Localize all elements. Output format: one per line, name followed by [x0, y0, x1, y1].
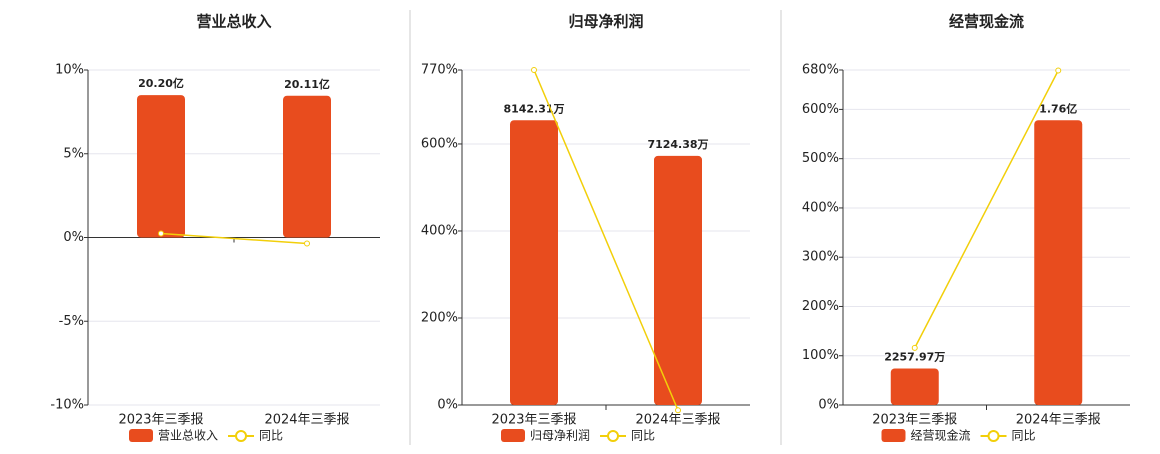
legend-label: 同比: [259, 429, 283, 443]
y-tick-label: -5%: [59, 314, 84, 329]
legend-swatch: [501, 429, 525, 442]
bar: [137, 95, 185, 238]
value-label: 1.76亿: [1039, 101, 1077, 115]
legend-swatch: [881, 429, 906, 442]
y-tick-label: 770%: [421, 63, 458, 78]
legend-label: 同比: [1012, 429, 1036, 443]
legend-label: 经营现金流: [911, 428, 971, 443]
legend-label: 归母净利润: [530, 429, 590, 443]
value-label: 8142.31万: [503, 102, 564, 115]
line-point: [531, 67, 537, 73]
line-point: [158, 230, 164, 237]
y-tick-label: 600%: [802, 102, 839, 117]
y-tick-label: -10%: [50, 398, 84, 413]
y-tick-label: 400%: [421, 223, 458, 238]
value-label: 2257.97万: [884, 350, 945, 363]
line-point: [675, 407, 681, 414]
y-tick-label: 500%: [802, 151, 839, 166]
chart-title: 归母净利润: [568, 13, 643, 31]
chart-title: 经营现金流: [949, 13, 1024, 31]
line: [533, 69, 679, 411]
bar: [890, 368, 939, 405]
y-tick-label: 680%: [802, 63, 839, 78]
y-tick-label: 400%: [802, 200, 839, 215]
value-label: 7124.38万: [647, 138, 708, 151]
line-point: [1055, 67, 1062, 74]
bar: [654, 155, 702, 405]
line-point: [304, 240, 310, 247]
x-tick-label: 2024年三季报: [635, 413, 720, 428]
x-tick-label: 2024年三季报: [264, 413, 349, 428]
x-tick-label: 2024年三季报: [1016, 413, 1101, 428]
y-tick-label: 0%: [437, 398, 458, 413]
x-tick-label: 2023年三季报: [491, 413, 576, 428]
line: [160, 232, 308, 245]
chart-title: 营业总收入: [196, 13, 271, 31]
legend-label: 同比: [631, 429, 655, 443]
line-point: [911, 344, 918, 351]
value-label: 20.11亿: [284, 77, 330, 91]
line: [914, 70, 1059, 349]
legend-swatch: [129, 429, 153, 442]
y-tick-label: 200%: [802, 299, 839, 314]
x-tick-label: 2023年三季报: [118, 413, 203, 428]
x-tick-label: 2023年三季报: [872, 413, 957, 428]
y-tick-label: 5%: [63, 146, 84, 161]
legend-swatch: [607, 430, 620, 442]
bar: [283, 95, 331, 238]
bar: [510, 120, 558, 405]
value-label: 20.20亿: [138, 76, 184, 90]
y-tick-label: 10%: [55, 63, 84, 78]
legend-swatch: [235, 430, 248, 442]
y-tick-label: 600%: [421, 136, 458, 151]
legend-swatch: [987, 430, 1000, 442]
bar: [1034, 120, 1083, 405]
legend-label: 营业总收入: [158, 429, 218, 443]
y-tick-label: 100%: [802, 348, 839, 363]
y-tick-label: 200%: [421, 310, 458, 325]
y-tick-label: 300%: [802, 250, 839, 265]
y-tick-label: 0%: [63, 230, 84, 245]
y-tick-label: 0%: [818, 398, 839, 413]
